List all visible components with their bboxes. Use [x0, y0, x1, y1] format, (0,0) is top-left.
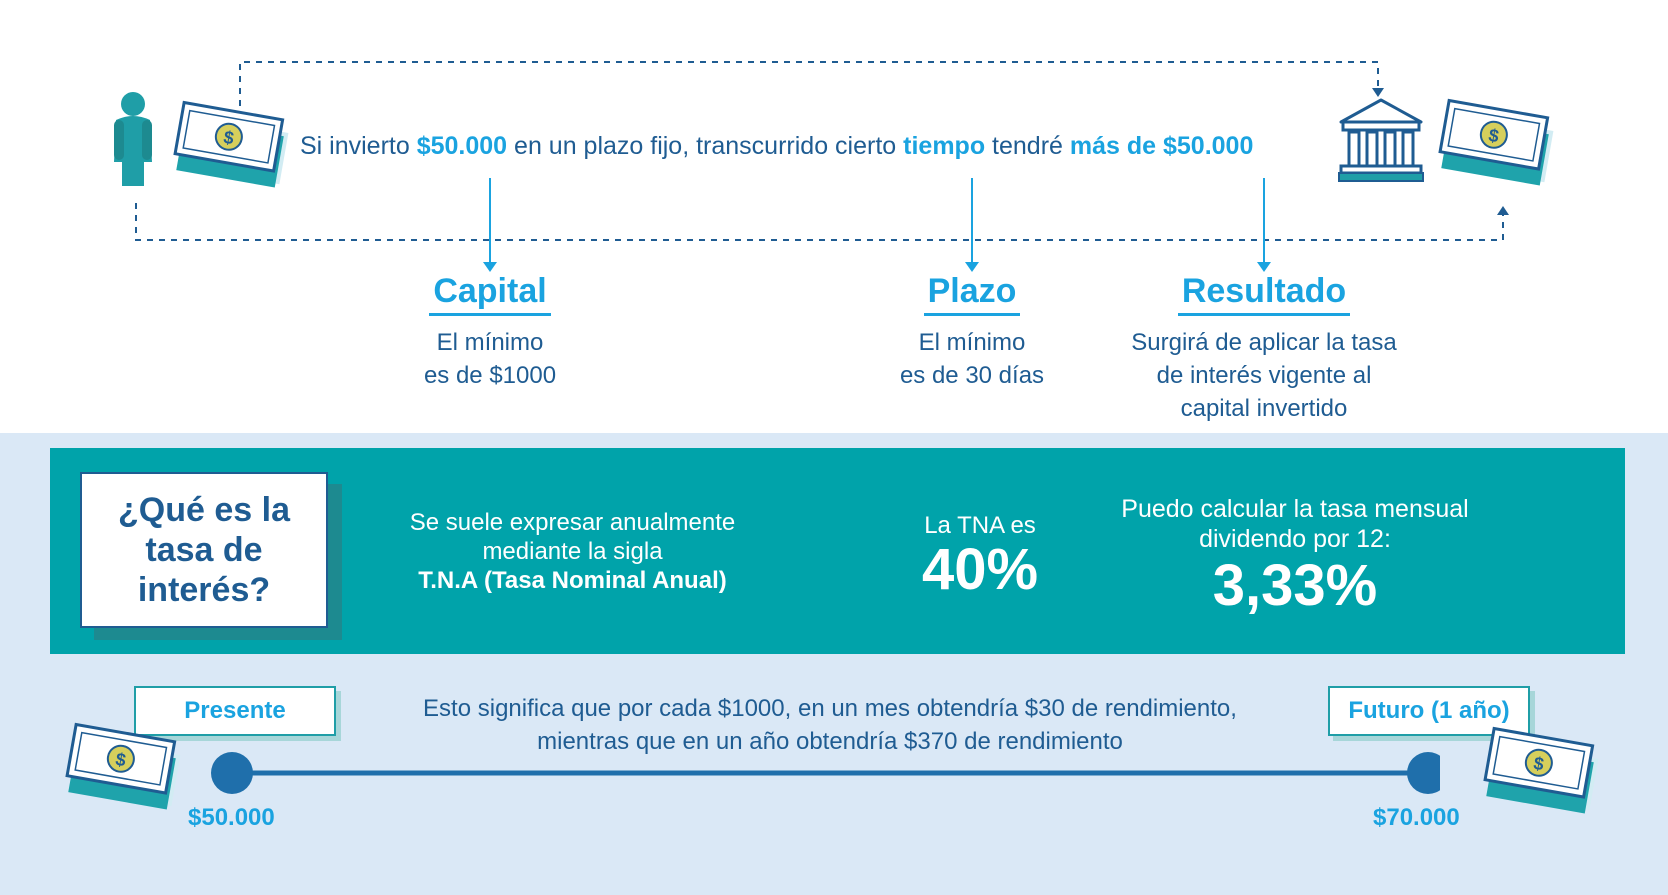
banknote-icon: $	[65, 722, 181, 810]
monthly-value: 3,33%	[1212, 553, 1378, 618]
definition-capital: Capital El mínimo es de $1000	[360, 272, 620, 392]
sentence-amount: $50.000	[416, 132, 508, 160]
start-amount: $50.000	[188, 804, 275, 831]
top-flow-arrow	[239, 61, 1379, 118]
svg-text:$: $	[114, 749, 127, 770]
top-arrowhead	[1372, 88, 1384, 97]
explanation-line: mientras que en un año obtendría $370 de…	[537, 728, 1123, 755]
timeline-start-dot	[211, 752, 253, 794]
present-label: Presente	[134, 686, 336, 736]
resultado-line: capital invertido	[1180, 395, 1348, 422]
future-label: Futuro (1 año)	[1328, 686, 1530, 736]
tna-value-block: La TNA es 40%	[880, 512, 1080, 600]
bank-icon	[1338, 98, 1424, 182]
svg-text:$: $	[1532, 753, 1545, 774]
plazo-line: es de 30 días	[899, 362, 1045, 389]
timeline	[211, 752, 1440, 794]
capital-line: El mínimo	[436, 329, 544, 356]
question-line: interés?	[137, 571, 271, 609]
monthly-rate-block: Puedo calcular la tasa mensual dividendo…	[1095, 494, 1495, 618]
question-line: ¿Qué es la	[118, 491, 290, 529]
tna-description: Se suele expresar anualmente mediante la…	[370, 508, 775, 595]
svg-text:$: $	[222, 127, 235, 148]
tna-label: La TNA es	[924, 512, 1036, 539]
bottom-arrowhead	[1497, 206, 1509, 215]
investment-sentence: Si invierto $50.000 en un plazo fijo, tr…	[300, 132, 1254, 160]
resultado-title: Resultado	[1094, 272, 1434, 316]
monthly-line: Puedo calcular la tasa mensual	[1121, 495, 1469, 523]
capital-title: Capital	[360, 272, 620, 316]
question-line: tasa de	[145, 531, 263, 569]
svg-text:$: $	[1487, 125, 1500, 146]
sentence-time: tiempo	[903, 132, 986, 160]
banknote-icon: $	[1483, 726, 1599, 814]
plazo-title: Plazo	[842, 272, 1102, 316]
person-icon	[114, 92, 152, 186]
tna-description-line: mediante la sigla	[482, 538, 663, 565]
resultado-line: Surgirá de aplicar la tasa	[1131, 329, 1397, 356]
tna-description-line: Se suele expresar anualmente	[409, 509, 736, 536]
end-amount: $70.000	[1373, 804, 1460, 831]
definition-resultado: Resultado Surgirá de aplicar la tasa de …	[1094, 272, 1434, 425]
tna-acronym: T.N.A (Tasa Nominal Anual)	[418, 567, 727, 594]
tna-value: 40%	[921, 537, 1039, 602]
plazo-line: El mínimo	[918, 329, 1026, 356]
flow-diagram	[135, 61, 1509, 272]
resultado-line: de interés vigente al	[1156, 362, 1372, 389]
sentence-result: más de $50.000	[1069, 132, 1254, 160]
timeline-end-dot	[1407, 752, 1440, 794]
explanation-line: Esto significa que por cada $1000, en un…	[423, 695, 1237, 722]
definition-plazo: Plazo El mínimo es de 30 días	[842, 272, 1102, 392]
question-box: ¿Qué es la tasa de interés?	[80, 472, 328, 628]
bottom-flow-arrow	[135, 203, 1504, 241]
banknote-icon: $	[173, 100, 289, 188]
timeline-explanation: Esto significa que por cada $1000, en un…	[360, 692, 1300, 758]
banknote-icon: $	[1438, 98, 1554, 186]
monthly-line: dividendo por 12:	[1199, 525, 1391, 553]
capital-line: es de $1000	[423, 362, 557, 389]
